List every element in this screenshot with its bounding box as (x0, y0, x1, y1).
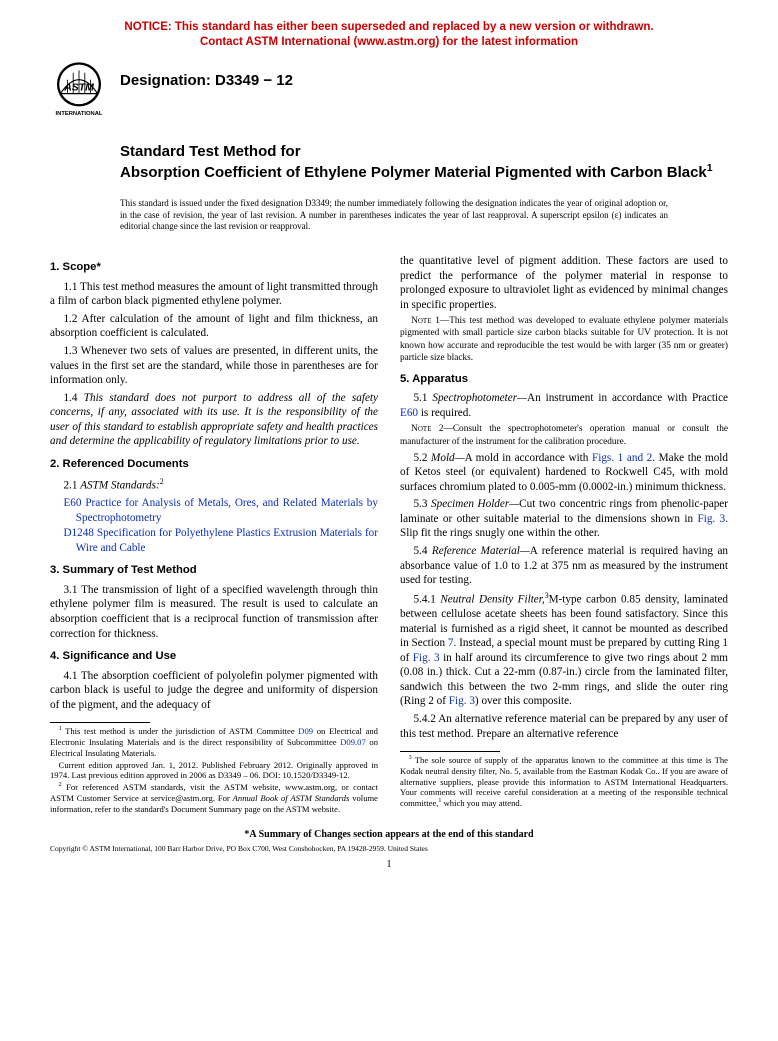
sig-4-1: 4.1 The absorption coefficient of polyol… (50, 669, 378, 713)
a54a: 5.4 (413, 545, 431, 557)
fn1a: This test method is under the jurisdicti… (62, 726, 299, 736)
summary-head: 3. Summary of Test Method (50, 563, 378, 578)
a53-link[interactable]: Fig. 3 (697, 513, 725, 525)
rd-a: 2.1 (63, 479, 80, 491)
svg-text:ASTM: ASTM (63, 83, 94, 94)
scope-1-2: 1.2 After calculation of the amount of l… (50, 312, 378, 341)
footnote-2: 2 For referenced ASTM standards, visit t… (50, 782, 378, 814)
header-row: ASTM INTERNATIONAL Designation: D3349 − … (50, 60, 728, 118)
rd-sup: 2 (160, 477, 164, 486)
scope-1-3: 1.3 Whenever two sets of values are pres… (50, 344, 378, 388)
body-columns: 1. Scope* 1.1 This test method measures … (50, 252, 728, 815)
fn3b: which you may attend. (441, 798, 521, 808)
fn2b: Annual Book of ASTM Standards (233, 793, 350, 803)
refdocs-head: 2. Referenced Documents (50, 457, 378, 472)
a51-link[interactable]: E60 (400, 407, 418, 419)
significance-head: 4. Significance and Use (50, 649, 378, 664)
notice-line2: Contact ASTM International (www.astm.org… (200, 36, 578, 48)
refdocs-2-1: 2.1 ASTM Standards:2 (50, 477, 378, 493)
a53a: 5.3 (413, 498, 431, 510)
a52b: Mold— (431, 452, 465, 464)
note-1: Note 1—This test method was developed to… (400, 315, 728, 363)
app-5-4-1: 5.4.1 Neutral Density Filter,3M-type car… (400, 591, 728, 709)
a51c: An instrument in accordance with Practic… (527, 392, 728, 404)
document-page: NOTICE: This standard has either been su… (0, 0, 778, 890)
astm-logo-icon: ASTM INTERNATIONAL (50, 60, 108, 118)
summary-3-1: 3.1 The transmission of light of a speci… (50, 583, 378, 641)
note2-label: Note 2— (411, 424, 453, 434)
scope-1-1: 1.1 This test method measures the amount… (50, 280, 378, 309)
a52-link[interactable]: Figs. 1 and 2 (592, 452, 652, 464)
notice-line1: NOTICE: This standard has either been su… (124, 21, 653, 33)
a541a: 5.4.1 (413, 593, 440, 605)
issuance-note: This standard is issued under the fixed … (120, 198, 728, 232)
a53b: Specimen Holder— (431, 498, 519, 510)
copyright-line: Copyright © ASTM International, 100 Barr… (50, 844, 728, 853)
right-column: the quantitative level of pigment additi… (400, 252, 728, 815)
rd-b: ASTM Standards: (80, 479, 159, 491)
ref-e60-text: Practice for Analysis of Metals, Ores, a… (76, 497, 378, 524)
footnote-rule-left (50, 722, 150, 723)
a52a: 5.2 (413, 452, 431, 464)
scope-head: 1. Scope* (50, 260, 378, 275)
title-block: Standard Test Method for Absorption Coef… (120, 143, 728, 183)
page-number: 1 (50, 859, 728, 870)
fn1-link2[interactable]: D09.07 (340, 737, 366, 747)
a52c: A mold in accordance with (465, 452, 592, 464)
changes-note: *A Summary of Changes section appears at… (50, 829, 728, 840)
ref-d1248[interactable]: D1248 Specification for Polyethylene Pla… (50, 526, 378, 555)
a54b: Reference Material— (432, 545, 530, 557)
app-5-3: 5.3 Specimen Holder—Cut two concentric r… (400, 497, 728, 541)
footnote-3: 3 The sole source of supply of the appar… (400, 755, 728, 809)
fn1-link1[interactable]: D09 (298, 726, 313, 736)
ref-d1248-text: Specification for Polyethylene Plastics … (76, 527, 378, 554)
a541f: ) over this composite. (475, 695, 572, 707)
app-5-2: 5.2 Mold—A mold in accordance with Figs.… (400, 451, 728, 495)
sig-4-1-cont: the quantitative level of pigment additi… (400, 254, 728, 312)
ref-e60-code: E60 (63, 497, 81, 509)
a51d: is required. (418, 407, 471, 419)
left-column: 1. Scope* 1.1 This test method measures … (50, 252, 378, 815)
footnotes-left: 1 This test method is under the jurisdic… (50, 726, 378, 814)
a541-link2[interactable]: Fig. 3 (413, 652, 440, 664)
a541b: Neutral Density Filter, (440, 593, 544, 605)
app-5-1: 5.1 Spectrophotometer—An instrument in a… (400, 391, 728, 420)
app-5-4-2: 5.4.2 An alternative reference material … (400, 712, 728, 741)
footnote-rule-right (400, 751, 500, 752)
a51a: 5.1 (413, 392, 432, 404)
title-sup: 1 (707, 162, 713, 174)
note1-label: Note 1— (411, 316, 449, 326)
ref-d1248-code: D1248 (63, 527, 93, 539)
note1-text: This test method was developed to evalua… (400, 316, 728, 362)
apparatus-head: 5. Apparatus (400, 372, 728, 387)
notice-banner: NOTICE: This standard has either been su… (50, 20, 728, 50)
footnote-1b: Current edition approved Jan. 1, 2012. P… (50, 760, 378, 781)
a51b: Spectrophotometer— (432, 392, 527, 404)
title-main-text: Absorption Coefficient of Ethylene Polym… (120, 164, 707, 181)
designation-label: Designation: D3349 − 12 (120, 72, 293, 89)
title-pre: Standard Test Method for (120, 143, 728, 162)
footnotes-right: 3 The sole source of supply of the appar… (400, 755, 728, 809)
a541-link3[interactable]: Fig. 3 (449, 695, 475, 707)
svg-text:INTERNATIONAL: INTERNATIONAL (56, 111, 103, 117)
note-2: Note 2—Consult the spectrophotometer's o… (400, 423, 728, 447)
scope-1-4: 1.4 This standard does not purport to ad… (50, 391, 378, 449)
title-main: Absorption Coefficient of Ethylene Polym… (120, 162, 728, 183)
ref-e60[interactable]: E60 Practice for Analysis of Metals, Ore… (50, 496, 378, 525)
app-5-4: 5.4 Reference Material—A reference mater… (400, 544, 728, 588)
footnote-1: 1 This test method is under the jurisdic… (50, 726, 378, 758)
